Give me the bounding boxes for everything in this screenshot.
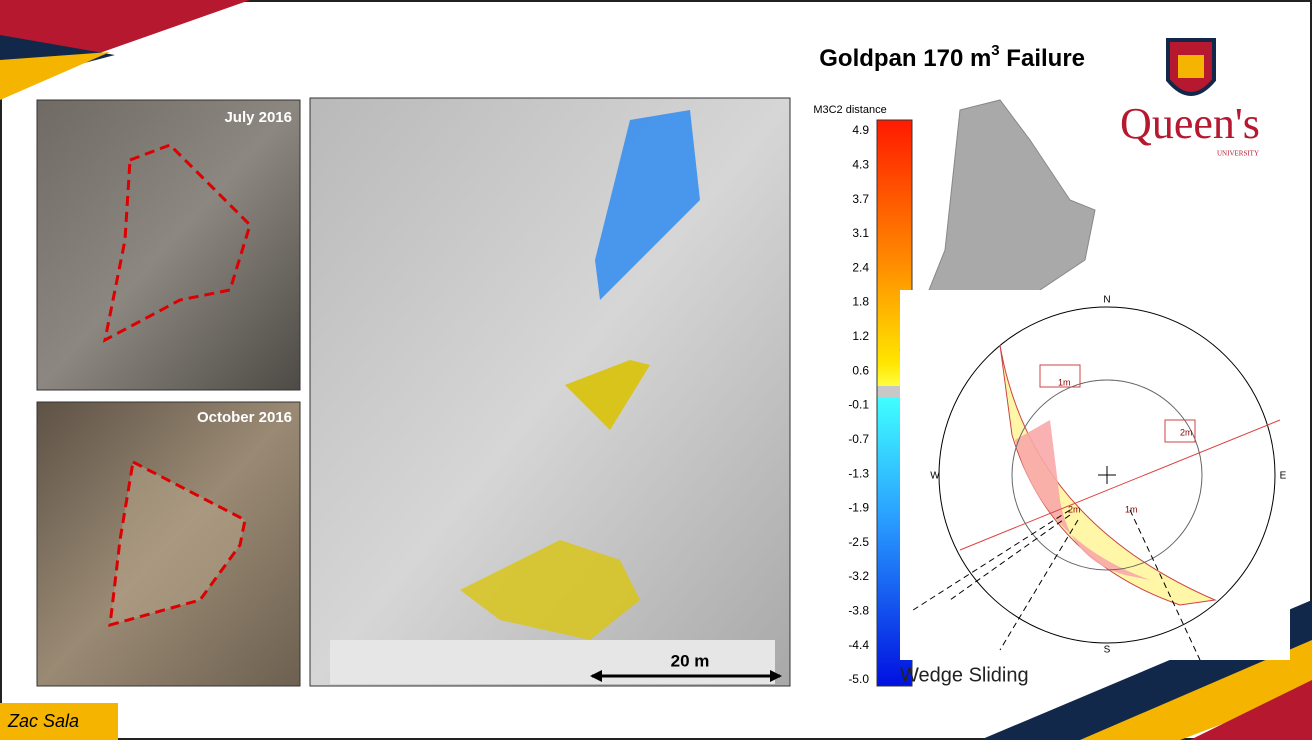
- title-text: Goldpan 170 m: [819, 45, 991, 72]
- crest-detail: [1178, 55, 1204, 78]
- colorbar-tick-label: 2.4: [852, 260, 869, 274]
- colorbar-tick-label: 4.3: [852, 157, 869, 171]
- colorbar-tick-label: 3.7: [852, 192, 869, 206]
- scale-label: 20 m: [671, 651, 710, 670]
- logo-name: Queen's: [1120, 99, 1260, 148]
- colorbar-tick-label: 0.6: [852, 363, 869, 377]
- colorbar-tick-label: 1.2: [852, 329, 869, 343]
- photo-july: [37, 100, 300, 390]
- pole-label: 1m: [1058, 377, 1071, 387]
- colorbar-tick-label: -1.9: [848, 501, 869, 515]
- title-suffix: Failure: [1000, 45, 1085, 72]
- colorbar-tick-label: -3.2: [848, 569, 869, 583]
- stereonet-panel: [900, 290, 1290, 660]
- colorbar-tick-label: -5.0: [848, 672, 869, 686]
- title-superscript: 3: [991, 42, 999, 59]
- pole-label: 1m: [1125, 504, 1138, 514]
- colorbar-tick-label: 1.8: [852, 295, 869, 309]
- colorbar-tick-label: -0.7: [848, 432, 869, 446]
- colorbar-tick-label: -2.5: [848, 535, 869, 549]
- colorbar-tick-label: -0.1: [848, 398, 869, 412]
- photo-label: October 2016: [197, 409, 292, 426]
- compass-label: N: [1103, 295, 1110, 306]
- colorbar-tick-label: -3.8: [848, 604, 869, 618]
- photo-label: July 2016: [224, 109, 292, 126]
- compass-label: E: [1280, 471, 1287, 482]
- compass-label: W: [930, 471, 940, 482]
- slide-title: Goldpan 170 m3 Failure: [819, 42, 1085, 72]
- stereonet-caption: Wedge Sliding: [900, 664, 1029, 686]
- slide: Goldpan 170 m3 Failure July 2016 October…: [0, 0, 1312, 740]
- colorbar-tick-label: -1.3: [848, 466, 869, 480]
- logo-subtitle: UNIVERSITY: [1217, 150, 1259, 158]
- colorbar-title: M3C2 distance: [813, 104, 886, 116]
- pole-label: 2m: [1180, 427, 1193, 437]
- colorbar-tick-label: 4.9: [852, 123, 869, 137]
- pole-label: 2m: [1068, 504, 1081, 514]
- colorbar-tick-label: 3.1: [852, 226, 869, 240]
- compass-label: S: [1104, 645, 1111, 656]
- colorbar-tick-label: -4.4: [848, 638, 869, 652]
- author: Zac Sala: [7, 711, 79, 731]
